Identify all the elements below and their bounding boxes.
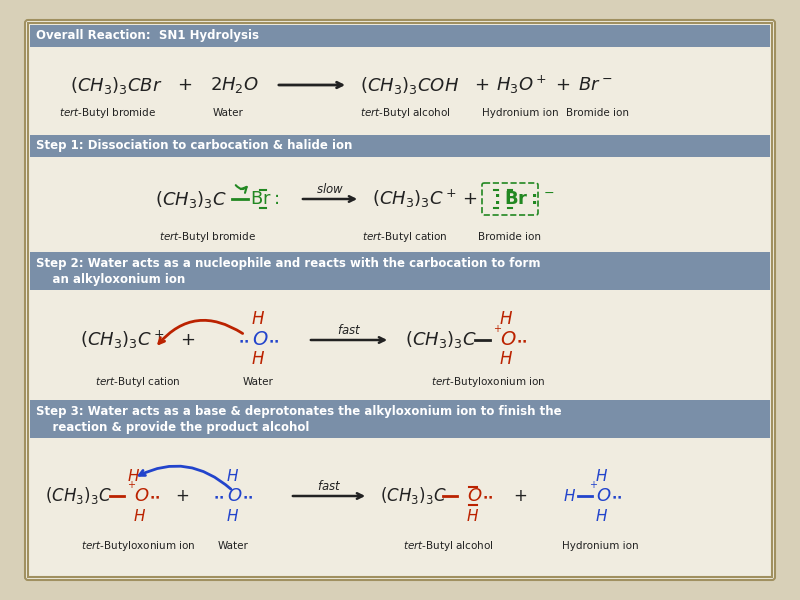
Text: $\mathit{fast}$: $\mathit{fast}$ bbox=[317, 479, 342, 493]
Text: $\mathit{fast}$: $\mathit{fast}$ bbox=[337, 323, 362, 337]
Text: Bromide ion: Bromide ion bbox=[566, 108, 629, 118]
Text: $\mathbf{\cdot\!\cdot}$: $\mathbf{\cdot\!\cdot}$ bbox=[268, 333, 279, 347]
Text: $(CH_3)_3C$: $(CH_3)_3C$ bbox=[380, 485, 446, 506]
Text: Water: Water bbox=[218, 541, 249, 551]
Text: $(CH_3)_3CBr$: $(CH_3)_3CBr$ bbox=[70, 74, 162, 95]
Text: $\mathbf{\cdot\!\cdot}$: $\mathbf{\cdot\!\cdot}$ bbox=[516, 333, 527, 347]
Text: $H$: $H$ bbox=[251, 352, 265, 368]
Bar bbox=[30, 47, 770, 135]
Text: $\mathbf{\cdot\!\cdot}$: $\mathbf{\cdot\!\cdot}$ bbox=[611, 489, 622, 503]
Text: Overall Reaction:  SN1 Hydrolysis: Overall Reaction: SN1 Hydrolysis bbox=[36, 29, 259, 43]
Text: $O$: $O$ bbox=[596, 487, 611, 505]
Text: $Br^-$: $Br^-$ bbox=[578, 76, 613, 94]
Bar bbox=[30, 157, 770, 252]
Text: $O$: $O$ bbox=[500, 331, 517, 349]
Text: $\mathit{slow}$: $\mathit{slow}$ bbox=[316, 182, 344, 196]
Text: $\mathit{tert}$-Butyl bromide: $\mathit{tert}$-Butyl bromide bbox=[59, 106, 157, 120]
Text: $(CH_3)_3C^+$: $(CH_3)_3C^+$ bbox=[80, 329, 165, 351]
Text: $2H_2O$: $2H_2O$ bbox=[210, 75, 259, 95]
Text: $:$: $:$ bbox=[270, 190, 279, 208]
Text: $\mathit{tert}$-Butyl cation: $\mathit{tert}$-Butyl cation bbox=[95, 375, 181, 389]
Text: $+$: $+$ bbox=[513, 487, 527, 505]
Text: $O$: $O$ bbox=[134, 487, 150, 505]
Text: Step 2: Water acts as a nucleophile and reacts with the carbocation to form: Step 2: Water acts as a nucleophile and … bbox=[36, 257, 541, 270]
Text: $\mathbf{\cdot\!\cdot}$: $\mathbf{\cdot\!\cdot}$ bbox=[149, 489, 161, 503]
Text: $\mathit{tert}$-Butyloxonium ion: $\mathit{tert}$-Butyloxonium ion bbox=[81, 539, 195, 553]
Text: $+$: $+$ bbox=[178, 76, 193, 94]
Text: $+$: $+$ bbox=[474, 76, 490, 94]
Text: $\mathit{tert}$-Butyl alcohol: $\mathit{tert}$-Butyl alcohol bbox=[402, 539, 494, 553]
Text: $(CH_3)_3C$: $(CH_3)_3C$ bbox=[45, 485, 112, 506]
Text: $H$: $H$ bbox=[226, 508, 239, 524]
Text: $+$: $+$ bbox=[590, 479, 598, 490]
Bar bbox=[30, 438, 770, 575]
Text: $\mathit{tert}$-Butyl cation: $\mathit{tert}$-Butyl cation bbox=[362, 230, 448, 244]
Bar bbox=[30, 400, 770, 438]
Text: $H$: $H$ bbox=[595, 508, 609, 524]
Text: $\mathbf{\cdot\!\cdot}$: $\mathbf{\cdot\!\cdot}$ bbox=[242, 489, 254, 503]
Text: $H$: $H$ bbox=[499, 311, 513, 329]
Text: $+$: $+$ bbox=[175, 487, 189, 505]
Text: $\mathbf{\cdot\!\cdot}$: $\mathbf{\cdot\!\cdot}$ bbox=[238, 333, 250, 347]
Text: $+$: $+$ bbox=[127, 479, 137, 490]
Bar bbox=[30, 25, 770, 47]
Text: $+$: $+$ bbox=[462, 190, 478, 208]
Text: $\mathrm{Br}$: $\mathrm{Br}$ bbox=[250, 190, 272, 208]
Text: $+$: $+$ bbox=[494, 323, 502, 334]
Text: $+$: $+$ bbox=[555, 76, 570, 94]
Text: $H$: $H$ bbox=[226, 468, 239, 484]
Text: $\mathbf{\cdot\!\cdot}$: $\mathbf{\cdot\!\cdot}$ bbox=[214, 489, 225, 503]
Text: $O$: $O$ bbox=[252, 331, 269, 349]
Text: an alkyloxonium ion: an alkyloxonium ion bbox=[36, 273, 186, 286]
Text: $H$: $H$ bbox=[595, 468, 609, 484]
Text: Bromide ion: Bromide ion bbox=[478, 232, 542, 242]
Text: $H$: $H$ bbox=[251, 311, 265, 329]
Text: $\mathit{tert}$-Butyloxonium ion: $\mathit{tert}$-Butyloxonium ion bbox=[430, 375, 546, 389]
Bar bbox=[30, 252, 770, 290]
Text: Hydronium ion: Hydronium ion bbox=[562, 541, 638, 551]
Text: $O$: $O$ bbox=[227, 487, 242, 505]
Text: $H$: $H$ bbox=[127, 468, 141, 484]
Bar bbox=[30, 135, 770, 157]
Text: $(CH_3)_3COH$: $(CH_3)_3COH$ bbox=[360, 74, 459, 95]
Text: $\mathbf{\cdot\!\cdot}$: $\mathbf{\cdot\!\cdot}$ bbox=[482, 489, 494, 503]
Text: $+$: $+$ bbox=[181, 331, 195, 349]
Text: $(CH_3)_3C$: $(CH_3)_3C$ bbox=[155, 188, 227, 209]
Text: $\mathit{tert}$-Butyl bromide: $\mathit{tert}$-Butyl bromide bbox=[159, 230, 257, 244]
Text: $O$: $O$ bbox=[467, 487, 482, 505]
Text: $\mathit{tert}$-Butyl alcohol: $\mathit{tert}$-Butyl alcohol bbox=[359, 106, 450, 120]
Text: $H$: $H$ bbox=[499, 352, 513, 368]
Text: Step 3: Water acts as a base & deprotonates the alkyloxonium ion to finish the: Step 3: Water acts as a base & deprotona… bbox=[36, 405, 562, 418]
Text: reaction & provide the product alcohol: reaction & provide the product alcohol bbox=[36, 421, 310, 434]
Text: $H_3O^+$: $H_3O^+$ bbox=[496, 74, 547, 96]
Text: $H$: $H$ bbox=[563, 488, 577, 504]
Text: $\mathbf{:Br:}^-$: $\mathbf{:Br:}^-$ bbox=[490, 190, 555, 208]
Text: Water: Water bbox=[213, 108, 243, 118]
Text: $H$: $H$ bbox=[466, 508, 479, 524]
Text: $(CH_3)_3C$: $(CH_3)_3C$ bbox=[405, 329, 477, 350]
Text: $H$: $H$ bbox=[134, 508, 146, 524]
Text: Water: Water bbox=[242, 377, 274, 387]
Text: $(CH_3)_3C^+$: $(CH_3)_3C^+$ bbox=[372, 188, 457, 210]
Text: Hydronium ion: Hydronium ion bbox=[482, 108, 558, 118]
FancyBboxPatch shape bbox=[25, 20, 775, 580]
Bar bbox=[30, 290, 770, 400]
Text: Step 1: Dissociation to carbocation & halide ion: Step 1: Dissociation to carbocation & ha… bbox=[36, 139, 352, 152]
